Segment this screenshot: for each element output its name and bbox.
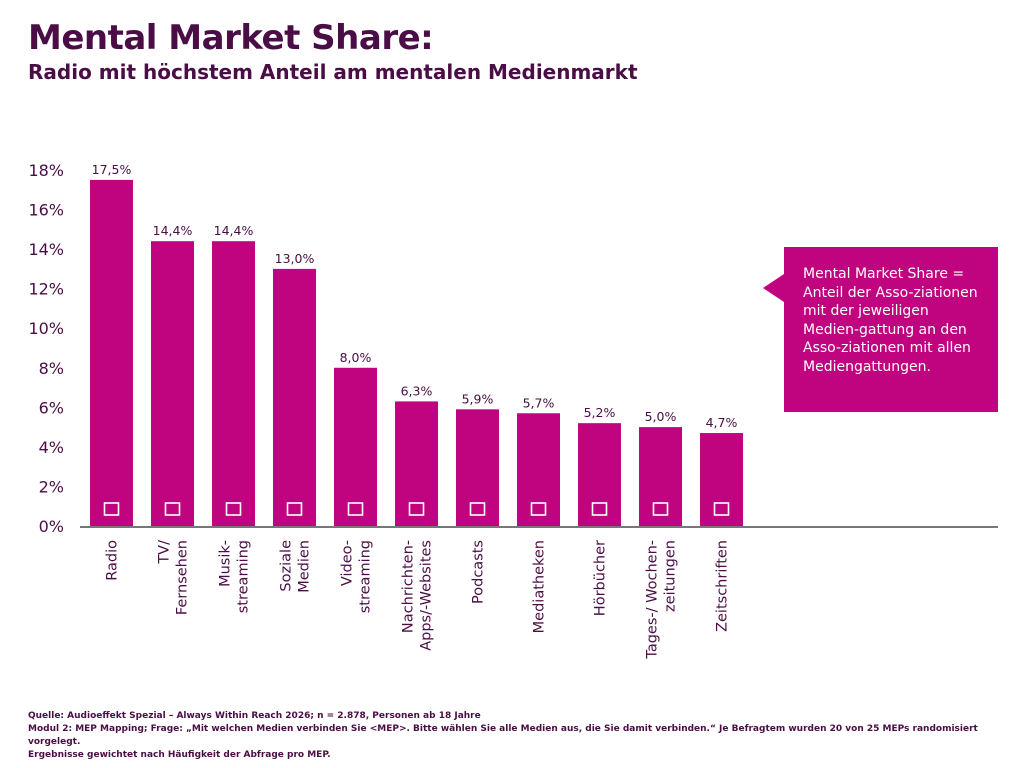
bar-chart: 0% 2% 4% 6% 8% 10% 12% 14% 16% 18% 17,5% Radio 14,4%… bbox=[28, 161, 998, 660]
x-tick-label: Zeitschriften bbox=[715, 540, 731, 632]
footer-question: Modul 2: MEP Mapping; Frage: „Mit welche… bbox=[28, 724, 978, 747]
x-tick-label: Video- bbox=[340, 540, 356, 586]
bar bbox=[639, 427, 682, 526]
value-label: 6,3% bbox=[401, 383, 433, 398]
bar bbox=[273, 268, 316, 526]
bar bbox=[578, 423, 621, 526]
bar bbox=[456, 409, 499, 526]
speaker-icon bbox=[591, 502, 608, 516]
value-label: 13,0% bbox=[275, 251, 315, 266]
x-tick-label: Hörbücher bbox=[593, 540, 609, 616]
x-tick-label: zeitungen bbox=[663, 540, 679, 612]
soundwave-icon bbox=[225, 502, 242, 516]
y-tick-label: 14% bbox=[28, 240, 64, 259]
footer-notes: Quelle: Audioeffekt Spezial – Always Wit… bbox=[28, 710, 1024, 762]
tv-icon bbox=[164, 502, 181, 516]
y-tick-label: 2% bbox=[39, 477, 64, 496]
clapperboard-icon bbox=[347, 502, 364, 516]
book-icon bbox=[713, 502, 730, 516]
bar bbox=[151, 241, 194, 526]
radio-icon bbox=[103, 502, 120, 516]
x-tick-label: streaming bbox=[236, 540, 252, 613]
y-tick-label: 0% bbox=[39, 517, 64, 536]
x-tick-label: Nachrichten- bbox=[401, 540, 417, 633]
x-tick-label: Medien bbox=[297, 540, 313, 593]
x-tick-label: Apps/-Websites bbox=[419, 540, 435, 651]
y-tick-label: 18% bbox=[28, 161, 64, 180]
bar bbox=[395, 401, 438, 526]
bar bbox=[700, 433, 743, 526]
chart-subtitle: Radio mit höchstem Anteil am mentalen Me… bbox=[28, 60, 638, 84]
bar bbox=[334, 367, 377, 526]
bar bbox=[517, 413, 560, 526]
value-label: 14,4% bbox=[214, 223, 254, 238]
definition-callout: Mental Market Share = Anteil der Asso-zi… bbox=[763, 247, 998, 412]
x-tick-label: Mediatheken bbox=[532, 540, 548, 633]
value-label: 5,7% bbox=[523, 395, 555, 410]
x-tick-label: Musik- bbox=[218, 540, 234, 587]
y-tick-label: 8% bbox=[39, 359, 64, 378]
x-tick-label: Tages-/ Wochen- bbox=[645, 540, 661, 660]
x-tick-label: Podcasts bbox=[471, 540, 487, 604]
y-tick-label: 6% bbox=[39, 398, 64, 417]
network-icon bbox=[286, 502, 303, 516]
x-tick-label: Radio bbox=[105, 540, 121, 581]
chart-title: Mental Market Share: bbox=[28, 18, 434, 58]
smartphone-icon bbox=[408, 502, 425, 516]
x-tick-label: TV/ bbox=[157, 540, 173, 565]
bar bbox=[90, 179, 133, 526]
remote-icon bbox=[530, 502, 547, 516]
footer-weighting: Ergebnisse gewichtet nach Häufigkeit der… bbox=[28, 750, 331, 760]
x-tick-label: Fernsehen bbox=[175, 540, 191, 615]
value-label: 8,0% bbox=[340, 350, 372, 365]
value-label: 17,5% bbox=[92, 162, 132, 177]
bar bbox=[212, 241, 255, 526]
value-label: 14,4% bbox=[153, 223, 193, 238]
value-label: 5,0% bbox=[645, 409, 677, 424]
y-tick-label: 16% bbox=[28, 201, 64, 220]
y-tick-label: 10% bbox=[28, 319, 64, 338]
value-label: 5,9% bbox=[462, 391, 494, 406]
x-tick-label: streaming bbox=[358, 540, 374, 613]
footer-source: Quelle: Audioeffekt Spezial – Always Wit… bbox=[28, 711, 481, 721]
newspaper-icon bbox=[652, 502, 669, 516]
microphone-icon bbox=[469, 502, 486, 516]
value-label: 5,2% bbox=[584, 405, 616, 420]
x-tick-label: Soziale bbox=[279, 540, 295, 592]
y-tick-label: 4% bbox=[39, 438, 64, 457]
y-tick-label: 12% bbox=[28, 280, 64, 299]
value-label: 4,7% bbox=[706, 415, 738, 430]
